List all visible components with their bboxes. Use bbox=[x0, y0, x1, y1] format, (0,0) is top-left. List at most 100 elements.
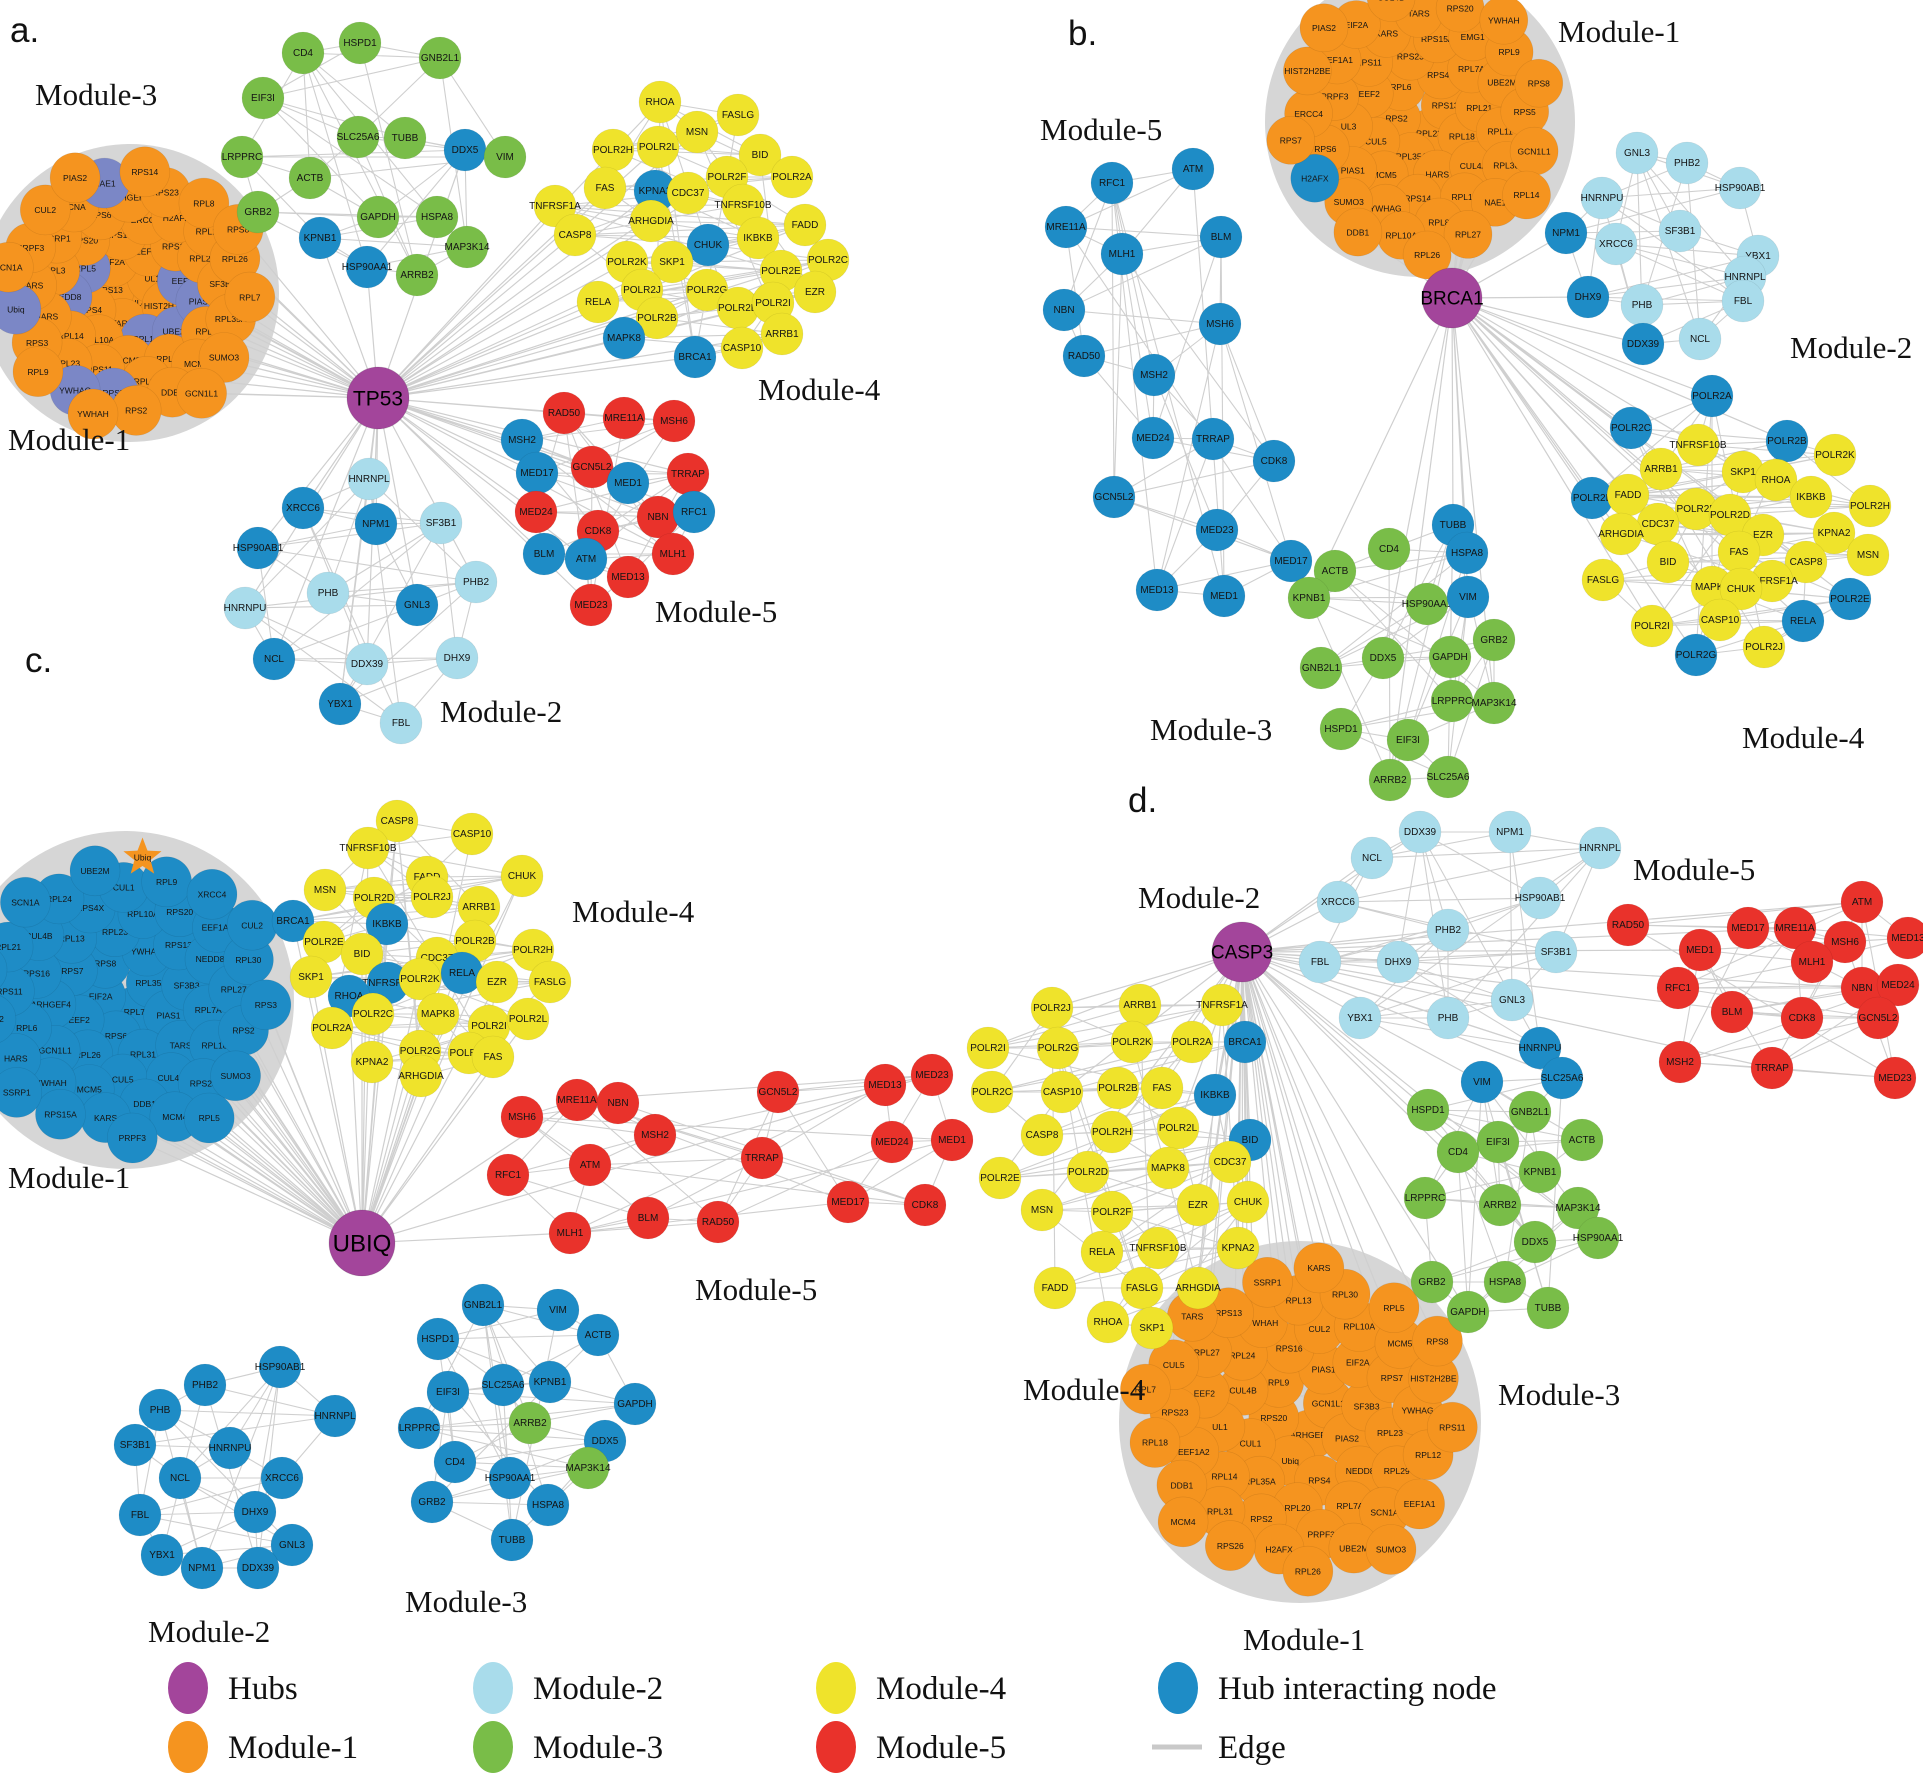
node-BID[interactable] bbox=[738, 133, 782, 177]
node-HNRNPL[interactable] bbox=[313, 1394, 357, 1438]
node-RFC1[interactable] bbox=[486, 1153, 530, 1197]
node-RPS8[interactable] bbox=[1514, 58, 1564, 108]
node-SLC25A6[interactable] bbox=[481, 1363, 525, 1407]
node-HIST2H2BE[interactable] bbox=[1283, 46, 1332, 96]
node-GCN1L1[interactable] bbox=[176, 367, 227, 419]
node-GCN5L2[interactable] bbox=[756, 1070, 800, 1114]
node-POLR2K[interactable] bbox=[398, 957, 442, 1001]
node-DDX5[interactable] bbox=[1513, 1220, 1557, 1264]
node-BRCA1[interactable] bbox=[1223, 1020, 1267, 1064]
node-FASLG[interactable] bbox=[1120, 1266, 1164, 1310]
node-NCL[interactable] bbox=[252, 637, 296, 681]
node-LRPPRC[interactable] bbox=[397, 1406, 441, 1450]
node-POLR2A[interactable] bbox=[1690, 374, 1734, 418]
node-HSPA8[interactable] bbox=[415, 195, 459, 239]
node-MSH2[interactable] bbox=[1658, 1040, 1702, 1084]
node-EIF3I[interactable] bbox=[1386, 718, 1430, 762]
node-ACTB[interactable] bbox=[288, 156, 332, 200]
node-RPL5[interactable] bbox=[1368, 1282, 1420, 1333]
node-GAPDH[interactable] bbox=[1428, 635, 1472, 679]
node-DHX9[interactable] bbox=[1566, 275, 1610, 319]
node-TUBB[interactable] bbox=[383, 116, 427, 160]
node-PHB2[interactable] bbox=[1665, 141, 1709, 185]
node-ACTB[interactable] bbox=[1313, 549, 1357, 593]
node-RAD50[interactable] bbox=[1062, 334, 1106, 378]
node-CASP8[interactable] bbox=[553, 213, 597, 257]
node-MED1[interactable] bbox=[606, 461, 650, 505]
node-RPL26[interactable] bbox=[1282, 1545, 1334, 1597]
node-SF3B1[interactable] bbox=[1658, 209, 1702, 253]
node-SF3B1[interactable] bbox=[419, 501, 463, 545]
node-LRPPRC[interactable] bbox=[220, 135, 264, 179]
node-POLR2C[interactable] bbox=[351, 992, 395, 1036]
node-BRCA1[interactable] bbox=[271, 899, 315, 943]
hub-node-TP53[interactable] bbox=[346, 366, 410, 430]
node-POLR2A[interactable] bbox=[1170, 1020, 1214, 1064]
node-RPL18[interactable] bbox=[1129, 1417, 1181, 1468]
node-HNRNPU[interactable] bbox=[208, 1426, 252, 1470]
node-NPM1[interactable] bbox=[180, 1546, 224, 1590]
node-CDK8[interactable] bbox=[1252, 439, 1296, 483]
node-HNRNPL[interactable] bbox=[347, 457, 391, 501]
node-RPL14[interactable] bbox=[1502, 170, 1551, 220]
node-HSP90AA1[interactable] bbox=[1405, 582, 1449, 626]
node-ARHGDIA[interactable] bbox=[1599, 512, 1643, 556]
node-KPNB1[interactable] bbox=[1518, 1150, 1562, 1194]
node-NPM1[interactable] bbox=[354, 502, 398, 546]
node-GAPDH[interactable] bbox=[1446, 1290, 1490, 1334]
node-MED17[interactable] bbox=[826, 1180, 870, 1224]
node-GCN5L2[interactable] bbox=[1856, 996, 1900, 1040]
node-FBL[interactable] bbox=[379, 701, 423, 745]
node-IKBKB[interactable] bbox=[1193, 1073, 1237, 1117]
node-FBL[interactable] bbox=[1721, 279, 1765, 323]
node-POLR2F[interactable] bbox=[1090, 1190, 1134, 1234]
node-RPL9[interactable] bbox=[12, 346, 64, 397]
node-POLR2E[interactable] bbox=[1828, 577, 1872, 621]
node-CD4[interactable] bbox=[1367, 527, 1411, 571]
node-RELA[interactable] bbox=[1781, 599, 1825, 643]
node-MED23[interactable] bbox=[569, 583, 613, 627]
node-MSH6[interactable] bbox=[500, 1095, 544, 1139]
node-ACTB[interactable] bbox=[1560, 1118, 1604, 1162]
node-RAD50[interactable] bbox=[696, 1200, 740, 1244]
node-CHUK[interactable] bbox=[1226, 1180, 1270, 1224]
node-KPNB1[interactable] bbox=[528, 1360, 572, 1404]
node-SLC25A6[interactable] bbox=[336, 115, 380, 159]
node-TNFRSF1A[interactable] bbox=[1200, 983, 1244, 1027]
node-MSN[interactable] bbox=[1846, 533, 1890, 577]
node-CD4[interactable] bbox=[433, 1440, 477, 1484]
node-CASP10[interactable] bbox=[1698, 598, 1742, 642]
node-Ubiq[interactable] bbox=[123, 837, 162, 874]
node-BRCA1[interactable] bbox=[673, 335, 717, 379]
node-XRCC6[interactable] bbox=[260, 1456, 304, 1500]
node-TRRAP[interactable] bbox=[1191, 417, 1235, 461]
node-HSP90AA1[interactable] bbox=[488, 1456, 532, 1500]
node-GNL3[interactable] bbox=[1490, 978, 1534, 1022]
node-GNB2L1[interactable] bbox=[461, 1283, 505, 1327]
node-POLR2G[interactable] bbox=[1036, 1026, 1080, 1070]
hub-node-BRCA1[interactable] bbox=[1421, 267, 1483, 329]
node-RPS15A[interactable] bbox=[35, 1089, 86, 1140]
node-MAP3K14[interactable] bbox=[1472, 681, 1516, 725]
node-CASP10[interactable] bbox=[450, 812, 494, 856]
node-FASLG[interactable] bbox=[528, 960, 572, 1004]
node-CDK8[interactable] bbox=[1780, 996, 1824, 1040]
node-PIAS2[interactable] bbox=[1299, 3, 1349, 53]
node-YWHAH[interactable] bbox=[67, 388, 119, 440]
node-KPNA2[interactable] bbox=[1812, 511, 1856, 555]
node-FASLG[interactable] bbox=[1581, 558, 1625, 602]
hub-node-CASP3[interactable] bbox=[1211, 921, 1273, 983]
node-RHOA[interactable] bbox=[1086, 1300, 1130, 1344]
node-GNL3[interactable] bbox=[270, 1523, 314, 1567]
node-POLR2B[interactable] bbox=[1765, 419, 1809, 463]
node-HSPA8[interactable] bbox=[526, 1483, 570, 1527]
node-CD4[interactable] bbox=[281, 31, 325, 75]
node-SSRP1[interactable] bbox=[1242, 1257, 1293, 1308]
node-RPS7[interactable] bbox=[1266, 116, 1316, 165]
node-ARRB2[interactable] bbox=[1478, 1183, 1522, 1227]
node-CHUK[interactable] bbox=[500, 854, 544, 898]
node-MSN[interactable] bbox=[1020, 1188, 1064, 1232]
node-RPL5[interactable] bbox=[183, 1092, 235, 1144]
node-NPM1[interactable] bbox=[1544, 211, 1588, 255]
node-POLR2L[interactable] bbox=[636, 125, 680, 169]
